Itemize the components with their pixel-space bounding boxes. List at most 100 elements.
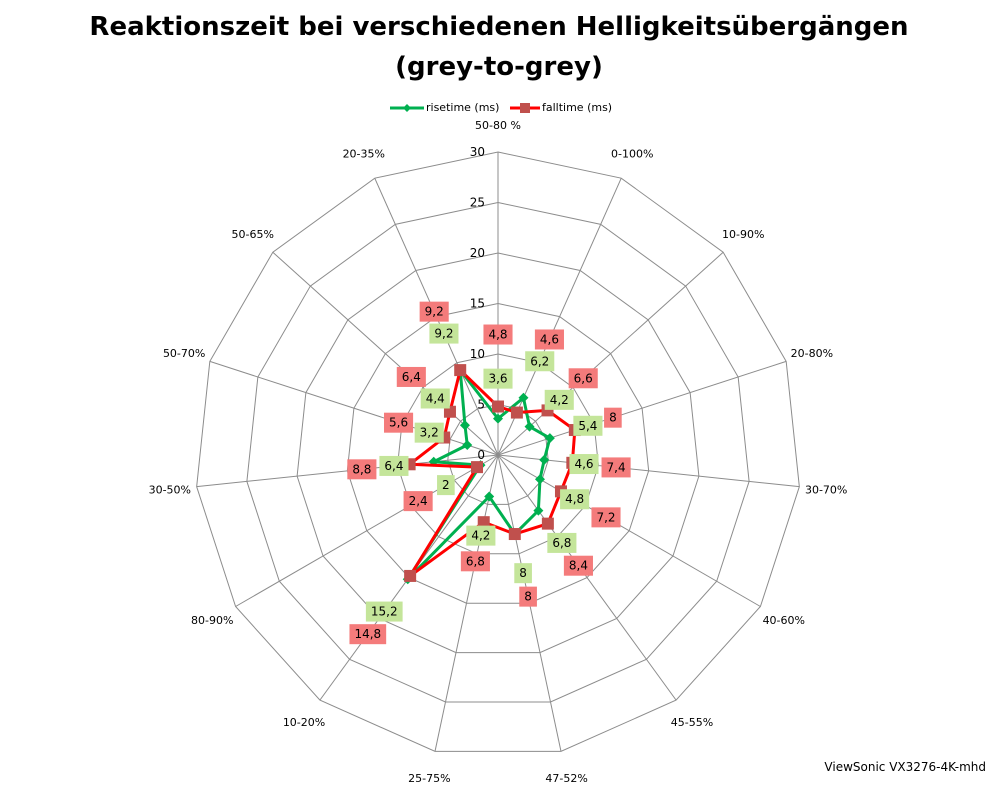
grid-ring — [196, 151, 800, 752]
data-label: 6,4 — [396, 366, 426, 387]
data-label: 4,6 — [569, 454, 599, 475]
data-label-bg — [560, 489, 590, 510]
falltime-point — [471, 461, 484, 474]
risetime-point — [518, 392, 529, 403]
data-label: 14,8 — [349, 624, 387, 645]
tick-label: 25 — [470, 196, 485, 210]
data-label-bg — [519, 586, 537, 607]
data-label: 7,4 — [601, 457, 631, 478]
tick-label: 30 — [470, 145, 485, 159]
falltime-point — [510, 406, 523, 419]
data-label: 5,6 — [384, 412, 414, 433]
data-label: 4,8 — [483, 324, 513, 345]
data-label: 6,2 — [525, 351, 555, 372]
data-label-bg — [466, 525, 496, 546]
data-label: 2,4 — [403, 491, 433, 512]
data-label-text: 2,4 — [409, 494, 428, 508]
falltime-point — [541, 517, 554, 530]
grid-ring — [296, 252, 700, 654]
chart-subtitle: (grey-to-grey) — [395, 52, 603, 82]
data-label-bg — [483, 324, 513, 345]
risetime-point — [539, 454, 550, 465]
data-label-bg — [563, 555, 593, 576]
data-label-text: 4,2 — [471, 529, 490, 543]
grid-spoke — [272, 251, 499, 456]
category-label: 20-35% — [343, 148, 385, 161]
falltime-point — [443, 405, 456, 418]
data-label: 9,2 — [429, 323, 459, 344]
data-label: 2 — [437, 475, 455, 496]
data-label-bg — [460, 551, 490, 572]
category-label: 50-65% — [232, 228, 274, 241]
grid-ring — [447, 403, 549, 505]
data-label-text: 8,4 — [569, 559, 588, 573]
data-label-text: 6,2 — [530, 354, 549, 368]
data-label: 4,6 — [534, 329, 564, 350]
falltime-point — [508, 528, 521, 541]
data-label-bg — [547, 532, 577, 553]
data-label-bg — [349, 624, 387, 645]
data-label: 6,4 — [379, 455, 409, 476]
risetime-point — [484, 491, 495, 502]
data-label: 15,2 — [365, 601, 403, 622]
grid-spoke — [434, 454, 499, 752]
data-label-text: 8,8 — [352, 462, 371, 476]
data-label-text: 2 — [442, 478, 450, 492]
legend-label: risetime (ms) — [426, 101, 500, 114]
data-label-bg — [525, 351, 555, 372]
category-label: 10-20% — [283, 716, 325, 729]
data-label-bg — [573, 415, 603, 436]
data-label-bg — [604, 407, 622, 428]
data-label-text: 6,8 — [466, 554, 485, 568]
data-label-text: 6,6 — [574, 371, 593, 385]
data-label: 8 — [514, 563, 532, 584]
data-label-text: 14,8 — [354, 627, 381, 641]
tick-label: 0 — [477, 448, 485, 462]
data-label-text: 7,4 — [607, 460, 626, 474]
data-label: 8,8 — [347, 459, 377, 480]
category-label: 0-100% — [611, 148, 653, 161]
data-label-bg — [601, 457, 631, 478]
category-label: 10-90% — [722, 228, 764, 241]
tick-label: 5 — [477, 398, 485, 412]
data-label-bg — [483, 368, 513, 389]
tick-label: 15 — [470, 297, 485, 311]
data-label-text: 8 — [524, 590, 532, 604]
risetime-point — [524, 421, 535, 432]
data-label: 9,2 — [419, 301, 449, 322]
data-label-bg — [419, 301, 449, 322]
risetime-point — [533, 505, 544, 516]
category-label: 30-70% — [805, 483, 847, 496]
data-label: 4,2 — [466, 525, 496, 546]
data-label: 4,2 — [544, 389, 574, 410]
grid-spoke — [497, 454, 677, 701]
data-label-bg — [347, 459, 377, 480]
data-label-bg — [403, 491, 433, 512]
data-label-bg — [414, 422, 444, 443]
data-label: 8 — [604, 407, 622, 428]
data-label-text: 4,2 — [550, 393, 569, 407]
data-label-text: 6,8 — [552, 536, 571, 550]
data-label: 3,6 — [483, 368, 513, 389]
category-label: 40-60% — [763, 614, 805, 627]
square-marker-icon — [510, 102, 540, 113]
data-label-bg — [420, 388, 450, 409]
data-label-bg — [384, 412, 414, 433]
legend-falltime: falltime (ms) — [510, 101, 612, 114]
data-label-bg — [569, 454, 599, 475]
data-label-bg — [534, 329, 564, 350]
legend-label: falltime (ms) — [542, 101, 613, 114]
tick-label: 20 — [470, 246, 485, 260]
data-label: 3,2 — [414, 422, 444, 443]
data-label-bg — [396, 366, 426, 387]
risetime-point — [544, 433, 555, 444]
data-label-bg — [437, 475, 455, 496]
diamond-marker-icon — [390, 103, 424, 112]
data-label-text: 4,8 — [488, 328, 507, 342]
risetime-point — [459, 420, 470, 431]
data-label-text: 6,4 — [402, 370, 421, 384]
data-label-text: 4,4 — [426, 391, 445, 405]
data-label: 8 — [519, 586, 537, 607]
data-label: 6,6 — [568, 368, 598, 389]
